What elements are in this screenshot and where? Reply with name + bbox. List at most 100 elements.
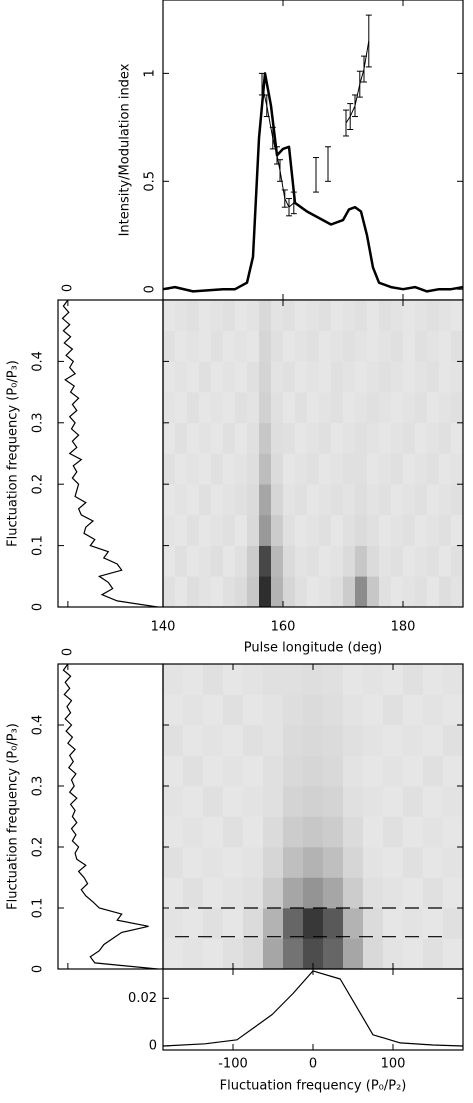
heatmap-cell xyxy=(443,664,464,695)
error-bar xyxy=(343,109,349,137)
heatmap-cell xyxy=(199,576,212,608)
y-tick-label: 0.2 xyxy=(31,837,46,858)
x-tick-label: -100 xyxy=(218,1057,248,1072)
heatmap-cell xyxy=(319,330,332,362)
heatmap-cell xyxy=(403,453,416,485)
heatmap-cell xyxy=(367,422,380,454)
heatmap-cell xyxy=(439,422,452,454)
heatmap-cell xyxy=(163,938,184,970)
heatmap-cell xyxy=(415,361,428,393)
heatmap-cell xyxy=(223,816,244,848)
heatmap-cell xyxy=(451,392,464,424)
heatmap-cell xyxy=(283,786,304,817)
heatmap-cell xyxy=(259,453,272,485)
heatmap-cell xyxy=(391,576,404,608)
heatmap-cell xyxy=(295,330,308,362)
heatmap-cell xyxy=(423,816,444,848)
spectrum-line xyxy=(62,663,158,970)
heatmap-cell xyxy=(363,786,384,817)
heatmap-cell xyxy=(379,484,392,516)
heatmap-cell xyxy=(259,330,272,362)
heatmap-cell xyxy=(175,422,188,454)
heatmap-cell xyxy=(259,514,272,546)
y-tick-label: 0.02 xyxy=(128,991,157,1006)
heatmap-cell xyxy=(163,664,184,695)
heatmap-cell xyxy=(223,725,244,756)
heatmap-cell xyxy=(307,330,320,362)
heatmap-cell xyxy=(355,330,368,362)
heatmap-cell xyxy=(303,938,324,970)
heatmap-cell xyxy=(307,514,320,546)
heatmap-cell xyxy=(271,361,284,393)
heatmap-cell xyxy=(439,514,452,546)
heatmap-cell xyxy=(303,725,324,756)
heatmap-cell xyxy=(163,908,184,939)
heatmap-cell xyxy=(319,576,332,608)
heatmap-cell xyxy=(363,725,384,756)
heatmap-cell xyxy=(203,786,224,817)
spectrum-line xyxy=(61,299,158,608)
heatmap-cell xyxy=(331,422,344,454)
heatmap-cell xyxy=(355,576,368,608)
heatmap-cell xyxy=(271,422,284,454)
heatmap-cell xyxy=(283,938,304,970)
heatmap-cell xyxy=(211,545,224,577)
heatmap-cell xyxy=(427,361,440,393)
heatmap-cell xyxy=(451,576,464,608)
heatmap-cell xyxy=(415,392,428,424)
heatmap-cell xyxy=(303,847,324,878)
heatmap-cell xyxy=(303,786,324,817)
heatmap-cell xyxy=(247,392,260,424)
heatmap-cell xyxy=(319,484,332,516)
heatmap-cell xyxy=(295,545,308,577)
heatmap-cell xyxy=(343,847,364,878)
x-tick-label: 0 xyxy=(309,1057,317,1072)
heatmap-cell xyxy=(443,816,464,848)
heatmap-cell xyxy=(283,484,296,516)
heatmap-cell xyxy=(403,664,424,695)
heatmap-cell xyxy=(235,576,248,608)
heatmap-cell xyxy=(403,300,416,331)
panel-frame xyxy=(57,663,164,970)
heatmap-cell xyxy=(367,392,380,424)
y-tick-label: 0.3 xyxy=(31,412,46,433)
heatmap-cell xyxy=(355,300,368,331)
heatmap-cell xyxy=(427,484,440,516)
y-tick-label: 0.3 xyxy=(31,776,46,797)
heatmap-cell xyxy=(271,514,284,546)
error-bar xyxy=(290,191,297,215)
heatmap-cell xyxy=(295,422,308,454)
heatmap-cell xyxy=(223,545,236,577)
heatmap-cell xyxy=(355,422,368,454)
heatmap-cell xyxy=(263,938,284,970)
heatmap-cell xyxy=(319,422,332,454)
heatmap-cell xyxy=(199,453,212,485)
heatmap-cell xyxy=(247,361,260,393)
heatmap-cell xyxy=(319,453,332,485)
heatmap-cell xyxy=(363,908,384,939)
heatmap-cell xyxy=(391,422,404,454)
heatmap-cell xyxy=(423,908,444,939)
heatmap-cell xyxy=(223,422,236,454)
heatmap-cell xyxy=(415,300,428,331)
heatmap-cell xyxy=(391,545,404,577)
heatmap-cell xyxy=(379,422,392,454)
heatmap-cell xyxy=(271,545,284,577)
heatmap-cell xyxy=(343,361,356,393)
heatmap-cell xyxy=(211,453,224,485)
heatmap-cell xyxy=(283,725,304,756)
heatmap-cell xyxy=(203,847,224,878)
y-tick-label: 0 xyxy=(31,965,46,973)
heatmap-cell xyxy=(235,300,248,331)
heatmap-cell xyxy=(423,847,444,878)
heatmap-cell xyxy=(383,847,404,878)
x-tick-label: 160 xyxy=(271,620,296,635)
heatmap-cell xyxy=(307,453,320,485)
heatmap-cell xyxy=(211,392,224,424)
heatmap-cell xyxy=(243,908,264,939)
x-tick-label: 0 xyxy=(60,648,75,656)
heatmap-cell xyxy=(271,392,284,424)
heatmap-cell xyxy=(427,576,440,608)
heatmap-cell xyxy=(355,514,368,546)
error-bar xyxy=(286,198,292,217)
